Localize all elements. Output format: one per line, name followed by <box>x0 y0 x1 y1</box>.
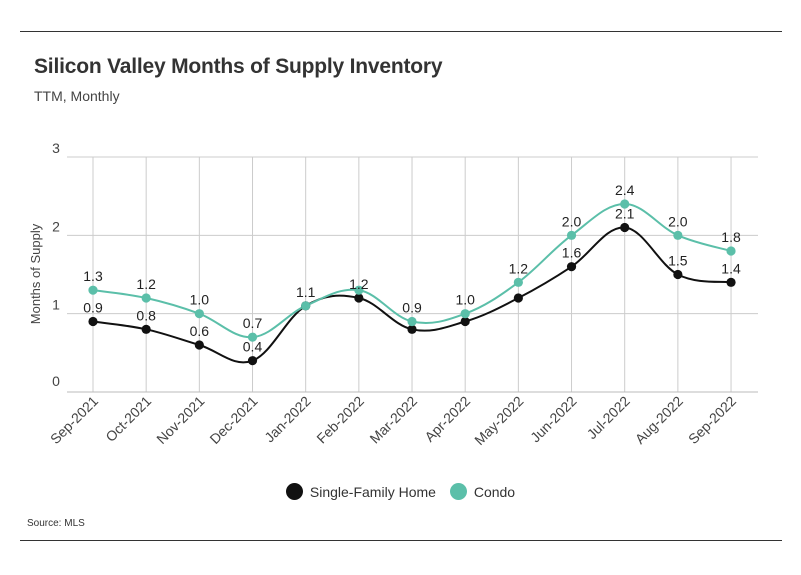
data-label-single-family-home: 0.8 <box>136 307 156 323</box>
data-point-condo <box>88 285 98 295</box>
legend-label-single-family: Single-Family Home <box>309 483 436 500</box>
data-label-single-family-home: 1.6 <box>562 245 582 261</box>
x-tick-label: May-2022 <box>471 393 526 448</box>
y-tick-label: 2 <box>52 218 60 234</box>
chart-title: Silicon Valley Months of Supply Inventor… <box>34 55 443 78</box>
data-point-single-family-home <box>673 269 683 280</box>
data-point-condo <box>354 285 364 295</box>
data-point-condo <box>141 293 151 303</box>
data-label-condo: 0.7 <box>243 315 263 331</box>
y-axis-title: Months of Supply <box>28 223 43 324</box>
data-label-condo: 1.2 <box>136 276 156 292</box>
legend-label-condo: Condo <box>473 483 516 500</box>
data-label-single-family-home: 0.9 <box>83 300 103 316</box>
data-label-single-family-home: 1.4 <box>721 260 741 276</box>
data-point-single-family-home <box>620 222 630 233</box>
x-tick-label: Nov-2021 <box>153 393 207 447</box>
data-point-single-family-home <box>247 356 258 366</box>
data-point-single-family-home <box>88 316 98 327</box>
x-tick-label: Feb-2022 <box>313 393 367 447</box>
data-label-condo: 2.0 <box>562 213 582 229</box>
x-tick-label: Jul-2022 <box>584 393 633 442</box>
x-tick-label: Apr-2022 <box>421 393 473 445</box>
data-point-single-family-home <box>726 277 736 287</box>
x-tick-label: Dec-2021 <box>206 393 260 447</box>
source-note: Source: MLS <box>27 518 85 529</box>
data-label-single-family-home: 2.1 <box>615 206 635 222</box>
x-tick-label: Sep-2021 <box>47 393 101 447</box>
data-point-condo <box>460 309 470 319</box>
data-point-condo <box>301 301 311 311</box>
x-tick-label: Sep-2022 <box>685 393 739 447</box>
data-point-single-family-home <box>513 293 523 303</box>
data-label-condo: 2.0 <box>668 213 688 229</box>
x-tick-label: Jan-2022 <box>261 393 314 446</box>
legend-item-single-family: Single-Family Home <box>285 483 436 500</box>
data-point-condo <box>513 277 523 287</box>
data-label-condo: 1.2 <box>509 260 529 276</box>
chart-subtitle: TTM, Monthly <box>34 88 120 104</box>
x-tick-label: Oct-2021 <box>102 393 154 445</box>
data-point-single-family-home <box>460 316 470 327</box>
data-label-single-family-home: 0.4 <box>243 339 263 355</box>
data-point-single-family-home <box>141 324 151 334</box>
data-point-condo <box>407 316 417 327</box>
data-point-single-family-home <box>566 262 577 272</box>
data-label-condo: 1.8 <box>721 229 741 245</box>
x-tick-label: Aug-2022 <box>632 393 686 447</box>
x-tick-label: Mar-2022 <box>366 393 420 447</box>
y-tick-label: 0 <box>52 373 60 389</box>
data-point-condo <box>566 230 577 240</box>
data-label-condo: 2.4 <box>615 182 635 198</box>
legend-item-condo: Condo <box>449 483 516 500</box>
data-point-single-family-home <box>194 340 204 350</box>
data-point-condo <box>726 246 736 256</box>
legend: Single-Family Home Condo <box>0 483 801 503</box>
data-point-single-family-home <box>354 293 364 303</box>
data-label-condo: 1.0 <box>190 292 210 308</box>
legend-swatch-condo <box>449 483 467 500</box>
data-point-condo <box>194 309 204 319</box>
data-label-condo: 0.9 <box>402 300 422 316</box>
data-label-single-family-home: 1.5 <box>668 253 688 269</box>
legend-swatch-single-family <box>285 483 303 500</box>
data-label-single-family-home: 1.1 <box>296 284 316 300</box>
data-label-single-family-home: 1.2 <box>349 276 369 292</box>
data-point-single-family-home <box>407 324 417 334</box>
x-tick-label: Jun-2022 <box>527 393 580 446</box>
top-rule <box>20 31 782 32</box>
y-tick-label: 3 <box>52 140 60 156</box>
y-tick-label: 1 <box>52 297 60 313</box>
data-point-condo <box>620 199 630 209</box>
bottom-rule <box>20 540 782 541</box>
data-label-single-family-home: 0.6 <box>190 323 210 339</box>
data-point-condo <box>247 332 258 342</box>
data-point-condo <box>673 230 683 240</box>
data-label-condo: 1.0 <box>455 292 475 308</box>
data-label-condo: 1.3 <box>83 268 103 284</box>
